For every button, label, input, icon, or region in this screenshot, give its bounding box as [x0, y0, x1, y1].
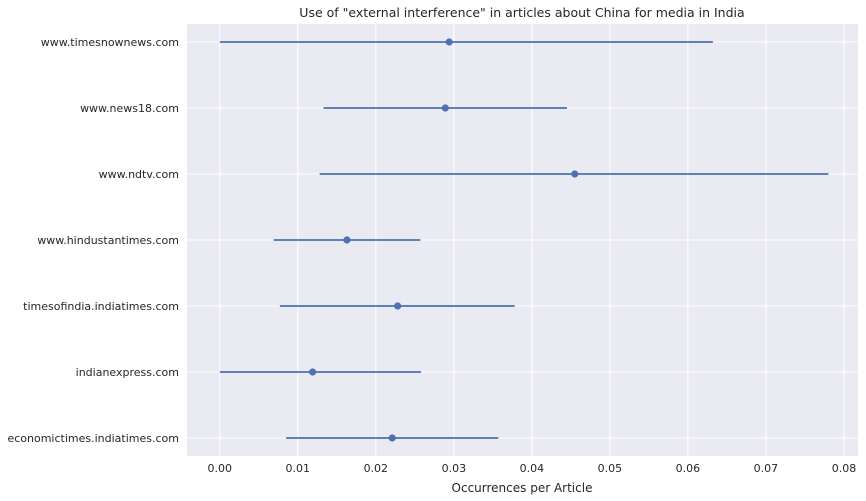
x-tick-label: 0.03	[442, 462, 467, 475]
data-point	[343, 236, 351, 244]
chart-title: Use of "external interference" in articl…	[299, 5, 744, 20]
data-point	[445, 38, 453, 46]
y-tick-label: indianexpress.com	[76, 366, 179, 379]
y-tick-label: www.news18.com	[80, 102, 179, 115]
x-axis-label: Occurrences per Article	[452, 481, 593, 495]
x-tick-label: 0.07	[754, 462, 779, 475]
x-tick-label: 0.02	[364, 462, 389, 475]
data-point	[441, 104, 449, 112]
y-tick-label: economictimes.indiatimes.com	[7, 432, 179, 445]
x-tick-labels: 0.00 0.01 0.02 0.03 0.04 0.05 0.06 0.07 0.08	[208, 462, 857, 475]
x-tick-label: 0.00	[208, 462, 233, 475]
data-point	[571, 170, 579, 178]
x-tick-label: 0.01	[286, 462, 311, 475]
y-tick-label: www.timesnownews.com	[41, 36, 179, 49]
x-tick-label: 0.04	[520, 462, 545, 475]
y-tick-label: timesofindia.indiatimes.com	[23, 300, 179, 313]
x-tick-label: 0.05	[598, 462, 623, 475]
y-tick-label: www.ndtv.com	[99, 168, 179, 181]
data-point	[388, 434, 396, 442]
x-tick-label: 0.06	[676, 462, 701, 475]
data-point	[309, 368, 317, 376]
data-point	[394, 302, 402, 310]
error-bars	[219, 38, 829, 442]
y-tick-labels: www.timesnownews.com www.news18.com www.nd…	[7, 36, 179, 445]
y-tick-label: www.hindustantimes.com	[37, 234, 179, 247]
x-tick-label: 0.08	[832, 462, 857, 475]
